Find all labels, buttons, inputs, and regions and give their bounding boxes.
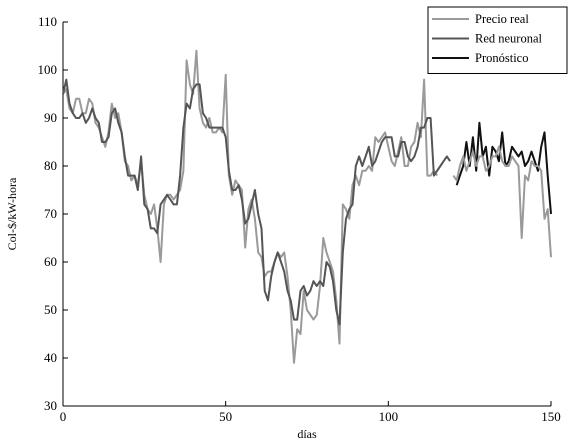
series-line-0 [62, 49, 438, 364]
series-line-2 [455, 121, 552, 215]
y-tick-label: 40 [44, 350, 57, 365]
y-tick-label: 50 [44, 302, 57, 317]
x-axis-label: días [297, 427, 317, 441]
y-tick-label: 60 [44, 254, 57, 269]
axes: 0 50 100 150 30 40 50 60 70 80 90 100 110 [38, 14, 561, 424]
legend-label: Pronóstico [475, 51, 528, 65]
series-line-3 [452, 145, 552, 258]
x-tick-label: 150 [541, 409, 561, 424]
y-tick-label: 80 [44, 158, 57, 173]
x-tick-label: 100 [379, 409, 399, 424]
y-tick-label: 70 [44, 206, 57, 221]
series-layer [62, 49, 552, 364]
x-tick-label: 0 [60, 409, 67, 424]
legend: Precio real Red neuronal Pronóstico [427, 6, 568, 74]
y-axis-label: Col-$/kW-hora [5, 177, 19, 250]
legend-label: Red neuronal [475, 32, 543, 46]
series-line-1 [62, 78, 451, 326]
y-tick-label: 90 [44, 110, 57, 125]
y-tick-label: 30 [44, 398, 57, 413]
y-tick-label: 110 [38, 14, 57, 29]
legend-label: Precio real [475, 12, 529, 26]
x-tick-label: 50 [219, 409, 232, 424]
y-tick-label: 100 [38, 62, 58, 77]
